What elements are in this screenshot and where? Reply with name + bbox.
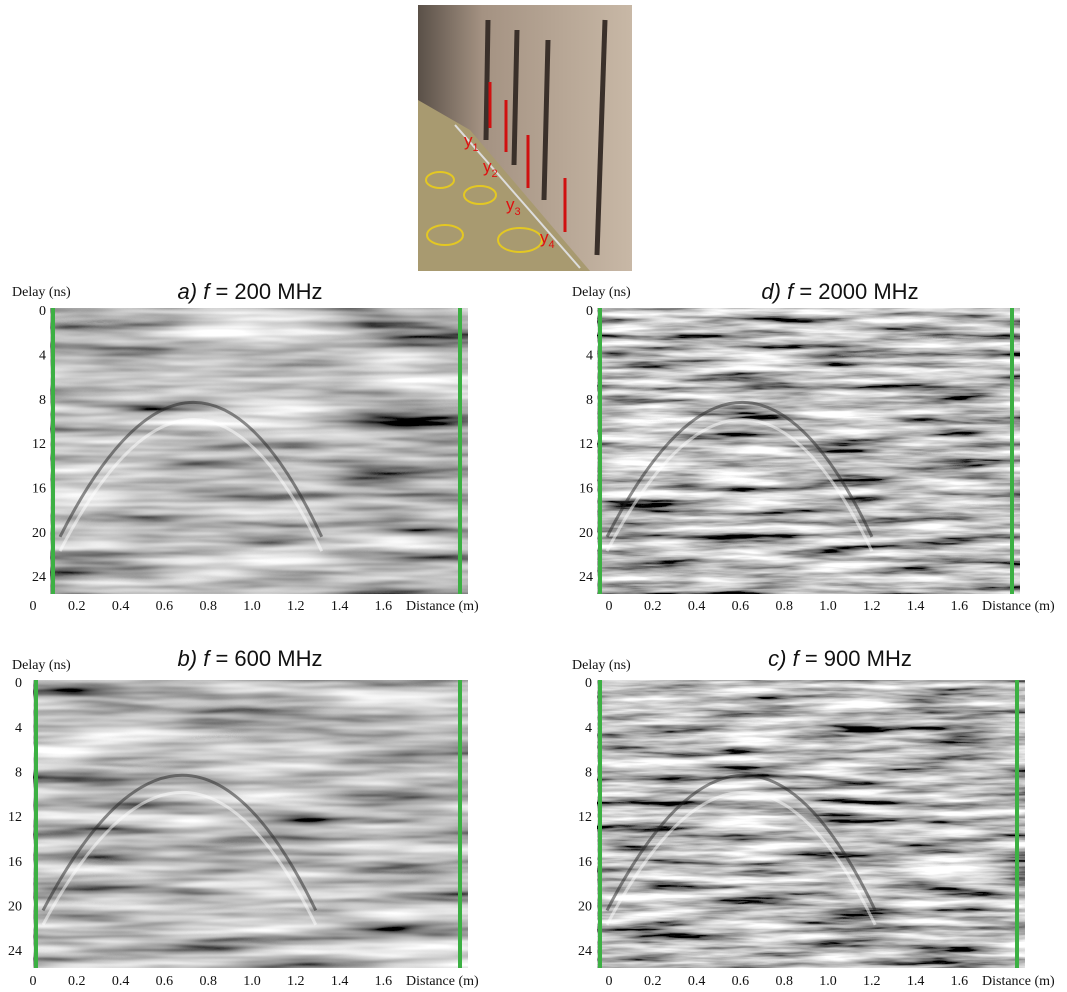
x-tick-label: 1.0 <box>243 599 261 614</box>
y-tick-label: 8 <box>39 393 46 408</box>
x-tick-label: 1.0 <box>819 974 837 989</box>
y-tick-label: 0 <box>585 676 592 691</box>
title-variable: f <box>203 279 212 304</box>
y-tick-label: 12 <box>578 810 592 825</box>
x-tick-label: 0 <box>606 599 613 614</box>
label-sub: 1 <box>473 142 479 154</box>
x-axis-label: Distance (m) <box>406 974 479 989</box>
title-letter: c) <box>768 646 786 671</box>
x-tick-label: 0.2 <box>644 599 662 614</box>
figure: y1y2y3y4a) f = 200 MHzDelay (ns)Distance… <box>0 0 1067 992</box>
x-tick-label: 0.6 <box>732 599 750 614</box>
x-tick-label: 0.6 <box>156 974 174 989</box>
x-tick-label: 1.6 <box>375 599 393 614</box>
title-rest: = 2000 MHz <box>799 279 918 304</box>
x-tick-label: 0 <box>606 974 613 989</box>
title-rest: = 600 MHz <box>215 646 322 671</box>
radargram-panel: b) f = 600 MHz Delay (ns) Distance (m) 0 4 8 1… <box>8 646 479 989</box>
x-tick-label: 1.4 <box>331 974 349 989</box>
y-tick-label: 20 <box>579 526 593 541</box>
x-tick-label: 0.4 <box>688 599 706 614</box>
x-tick-label: 1.6 <box>375 974 393 989</box>
x-tick-label: 0.4 <box>112 599 130 614</box>
x-tick-label: 0.2 <box>644 974 662 989</box>
x-tick-label: 1.6 <box>951 599 969 614</box>
y-tick-label: 8 <box>15 766 22 781</box>
y-axis-label: Delay (ns) <box>12 285 71 300</box>
x-tick-label: 1.0 <box>243 974 261 989</box>
y-axis-label: Delay (ns) <box>572 658 631 673</box>
y-tick-label: 16 <box>32 482 46 497</box>
x-tick-label: 0.8 <box>775 974 793 989</box>
y-axis-label: Delay (ns) <box>12 658 71 673</box>
y-tick-label: 12 <box>579 437 593 452</box>
title-rest: = 200 MHz <box>215 279 322 304</box>
y-tick-label: 24 <box>32 570 46 585</box>
radargram-panel: c) f = 900 MHz Delay (ns) Distance (m) 0 4 8 1… <box>572 646 1055 989</box>
x-tick-label: 1.2 <box>287 974 305 989</box>
y-tick-label: 0 <box>586 304 593 319</box>
x-axis-label: Distance (m) <box>406 599 479 614</box>
x-tick-label: 0.2 <box>68 599 86 614</box>
y-tick-label: 0 <box>39 304 46 319</box>
label-sub: 2 <box>492 168 498 180</box>
x-tick-label: 0.6 <box>732 974 750 989</box>
title-letter: b) <box>178 646 198 671</box>
y-tick-label: 24 <box>579 570 593 585</box>
y-tick-label: 16 <box>8 855 22 870</box>
x-tick-label: 0 <box>30 974 37 989</box>
x-tick-label: 0.8 <box>199 974 217 989</box>
y-tick-label: 12 <box>32 437 46 452</box>
y-tick-label: 4 <box>39 349 46 364</box>
y-tick-label: 12 <box>8 810 22 825</box>
x-axis-label: Distance (m) <box>982 974 1055 989</box>
label-sub: 3 <box>515 206 521 218</box>
y-tick-label: 4 <box>585 721 592 736</box>
x-tick-label: 1.2 <box>863 974 881 989</box>
title-variable: f <box>203 646 212 671</box>
x-tick-label: 1.2 <box>287 599 305 614</box>
y-tick-label: 20 <box>578 900 592 915</box>
x-tick-label: 0.8 <box>199 599 217 614</box>
title-letter: d) <box>761 279 781 304</box>
label-sub: 4 <box>549 239 555 251</box>
title-rest: = 900 MHz <box>805 646 912 671</box>
y-tick-label: 0 <box>15 676 22 691</box>
title-letter: a) <box>178 279 198 304</box>
y-tick-label: 4 <box>15 721 22 736</box>
y-tick-label: 20 <box>32 526 46 541</box>
y-axis-label: Delay (ns) <box>572 285 631 300</box>
panel-title: c) f = 900 MHz <box>768 646 912 671</box>
y-tick-label: 4 <box>586 349 593 364</box>
x-tick-label: 1.2 <box>863 599 881 614</box>
title-variable: f <box>793 646 802 671</box>
panel-title: d) f = 2000 MHz <box>761 279 918 304</box>
x-tick-label: 0.4 <box>688 974 706 989</box>
y-tick-label: 16 <box>578 855 592 870</box>
panel-title: b) f = 600 MHz <box>178 646 323 671</box>
title-variable: f <box>787 279 796 304</box>
panel-title: a) f = 200 MHz <box>178 279 323 304</box>
x-tick-label: 0.4 <box>112 974 130 989</box>
x-tick-label: 0 <box>30 599 37 614</box>
radargram-panel: d) f = 2000 MHz Delay (ns) Distance (m) 0 4 8… <box>572 279 1055 614</box>
x-tick-label: 1.6 <box>951 974 969 989</box>
x-tick-label: 1.4 <box>331 599 349 614</box>
y-tick-label: 16 <box>579 482 593 497</box>
y-tick-label: 24 <box>8 944 22 959</box>
y-tick-label: 24 <box>578 944 592 959</box>
x-tick-label: 0.8 <box>775 599 793 614</box>
y-tick-label: 8 <box>586 393 593 408</box>
x-axis-label: Distance (m) <box>982 599 1055 614</box>
x-tick-label: 0.2 <box>68 974 86 989</box>
site-photo <box>418 5 632 271</box>
x-tick-label: 0.6 <box>156 599 174 614</box>
radargram-panel: a) f = 200 MHz Delay (ns) Distance (m) 0 4 8 1… <box>12 279 479 614</box>
x-tick-label: 1.4 <box>907 599 925 614</box>
x-tick-label: 1.4 <box>907 974 925 989</box>
y-tick-label: 8 <box>585 766 592 781</box>
y-tick-label: 20 <box>8 900 22 915</box>
x-tick-label: 1.0 <box>819 599 837 614</box>
